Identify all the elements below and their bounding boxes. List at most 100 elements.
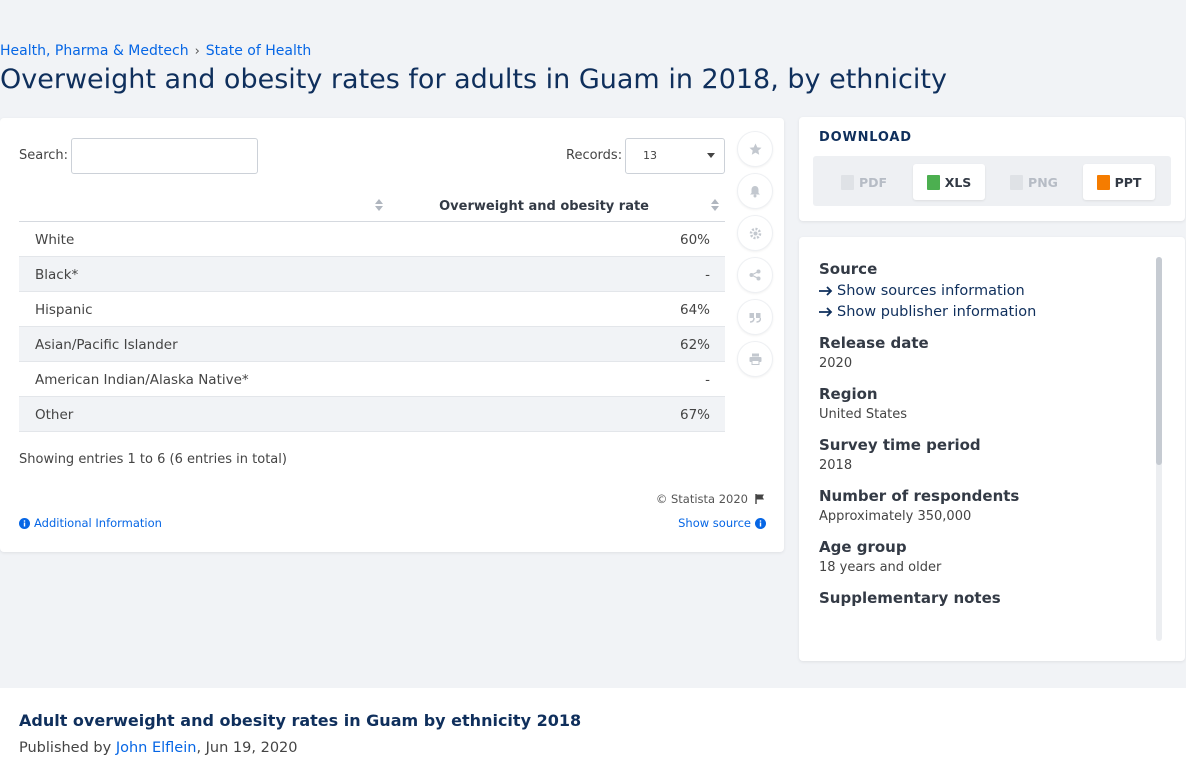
info-icon bbox=[19, 517, 30, 529]
show-sources-link[interactable]: Show sources information bbox=[819, 283, 1149, 299]
top-bar bbox=[0, 0, 1186, 40]
download-title: DOWNLOAD bbox=[819, 130, 912, 145]
respondents-section: Number of respondents Approximately 350,… bbox=[819, 487, 1149, 524]
region-value: United States bbox=[819, 407, 908, 422]
source-section: Source Show sources information Show pub… bbox=[819, 260, 1149, 320]
pdf-file-icon bbox=[840, 174, 854, 190]
table-row: Black* - bbox=[19, 257, 725, 292]
records-value: 13 bbox=[643, 149, 657, 162]
info-scrollbar[interactable] bbox=[1156, 257, 1162, 641]
table-card: Search: Records: 13 Overweight and obesi… bbox=[0, 118, 784, 552]
share-button[interactable] bbox=[737, 257, 773, 293]
region-section: Region United States bbox=[819, 385, 1149, 422]
copyright: © Statista 2020 bbox=[656, 492, 766, 506]
show-source-label: Show source bbox=[678, 516, 751, 530]
show-sources-label: Show sources information bbox=[837, 283, 1025, 299]
table-row: Asian/Pacific Islander 62% bbox=[19, 327, 725, 362]
source-heading: Source bbox=[819, 260, 878, 278]
download-pdf-button[interactable]: PDF bbox=[828, 164, 900, 200]
respondents-heading: Number of respondents bbox=[819, 487, 1020, 505]
row-label: White bbox=[35, 232, 75, 248]
age-group-value: 18 years and older bbox=[819, 560, 942, 575]
records-select[interactable]: 13 bbox=[625, 138, 725, 174]
gear-icon bbox=[749, 227, 761, 239]
flag-icon[interactable] bbox=[754, 493, 766, 505]
row-value: 62% bbox=[679, 337, 710, 353]
png-file-icon bbox=[1010, 174, 1024, 190]
table-row: White 60% bbox=[19, 222, 725, 257]
publication-title: Adult overweight and obesity rates in Gu… bbox=[19, 711, 582, 730]
show-publisher-link[interactable]: Show publisher information bbox=[819, 304, 1149, 320]
region-heading: Region bbox=[819, 385, 878, 403]
bell-icon bbox=[750, 185, 760, 197]
download-png-label: PNG bbox=[1028, 174, 1058, 190]
author-link[interactable]: John Elflein bbox=[115, 740, 197, 756]
ppt-file-icon bbox=[1096, 174, 1110, 190]
records-label: Records: bbox=[566, 148, 623, 163]
row-label: Asian/Pacific Islander bbox=[35, 337, 178, 353]
row-value: - bbox=[705, 372, 710, 388]
published-by: Published by John Elflein, Jun 19, 2020 bbox=[19, 740, 298, 756]
table-info: Showing entries 1 to 6 (6 entries in tot… bbox=[19, 452, 287, 467]
notification-button[interactable] bbox=[737, 173, 773, 209]
respondents-value: Approximately 350,000 bbox=[819, 509, 972, 524]
row-value: - bbox=[705, 267, 710, 283]
favorite-button[interactable] bbox=[737, 131, 773, 167]
row-label: Other bbox=[35, 407, 74, 423]
quote-icon bbox=[749, 312, 761, 323]
show-source-link[interactable]: Show source bbox=[678, 516, 766, 530]
age-group-section: Age group 18 years and older bbox=[819, 538, 1149, 575]
info-icon bbox=[755, 517, 766, 529]
breadcrumb-item-health[interactable]: Health, Pharma & Medtech bbox=[0, 43, 189, 59]
supplementary-heading: Supplementary notes bbox=[819, 589, 1001, 607]
tool-sidebar bbox=[737, 131, 773, 383]
download-png-button[interactable]: PNG bbox=[998, 164, 1070, 200]
download-xls-button[interactable]: XLS bbox=[913, 164, 985, 200]
page-title: Overweight and obesity rates for adults … bbox=[0, 64, 947, 95]
download-card: DOWNLOAD PDF XLS PNG PPT bbox=[799, 117, 1185, 221]
row-value: 67% bbox=[679, 407, 710, 423]
info-scroll-thumb[interactable] bbox=[1156, 257, 1162, 465]
breadcrumb-separator: › bbox=[194, 43, 200, 59]
release-date-section: Release date 2020 bbox=[819, 334, 1149, 371]
row-label: Hispanic bbox=[35, 302, 93, 318]
breadcrumb-item-state-of-health[interactable]: State of Health bbox=[205, 43, 312, 59]
table-row: American Indian/Alaska Native* - bbox=[19, 362, 725, 397]
survey-period-section: Survey time period 2018 bbox=[819, 436, 1149, 473]
table-row: Other 67% bbox=[19, 397, 725, 432]
download-xls-label: XLS bbox=[944, 174, 972, 190]
published-date: , Jun 19, 2020 bbox=[196, 740, 298, 756]
info-card: Source Show sources information Show pub… bbox=[799, 237, 1185, 661]
publication-card: Adult overweight and obesity rates in Gu… bbox=[0, 688, 1186, 760]
table-row: Hispanic 64% bbox=[19, 292, 725, 327]
survey-period-heading: Survey time period bbox=[819, 436, 981, 454]
share-icon bbox=[749, 269, 761, 281]
search-label: Search: bbox=[19, 148, 69, 163]
sort-icon[interactable] bbox=[375, 199, 383, 211]
table-header: Overweight and obesity rate bbox=[19, 188, 725, 222]
supplementary-section: Supplementary notes bbox=[819, 589, 1149, 607]
download-ppt-button[interactable]: PPT bbox=[1083, 164, 1155, 200]
release-date-heading: Release date bbox=[819, 334, 929, 352]
search-input[interactable] bbox=[71, 138, 258, 174]
print-button[interactable] bbox=[737, 341, 773, 377]
survey-period-value: 2018 bbox=[819, 458, 853, 473]
row-label: American Indian/Alaska Native* bbox=[35, 372, 249, 388]
sort-icon[interactable] bbox=[711, 199, 719, 211]
show-publisher-label: Show publisher information bbox=[837, 304, 1037, 320]
arrow-right-icon bbox=[819, 307, 833, 317]
release-date-value: 2020 bbox=[819, 356, 853, 371]
data-table: Overweight and obesity rate White 60% Bl… bbox=[19, 188, 725, 432]
additional-info-link[interactable]: Additional Information bbox=[19, 516, 162, 530]
age-group-heading: Age group bbox=[819, 538, 907, 556]
download-pdf-label: PDF bbox=[858, 174, 888, 190]
copyright-text: © Statista 2020 bbox=[655, 492, 748, 506]
row-value: 64% bbox=[679, 302, 710, 318]
print-icon bbox=[749, 353, 761, 365]
row-value: 60% bbox=[679, 232, 710, 248]
download-ppt-label: PPT bbox=[1114, 174, 1142, 190]
settings-button[interactable] bbox=[737, 215, 773, 251]
cite-button[interactable] bbox=[737, 299, 773, 335]
caret-down-icon bbox=[707, 153, 715, 158]
column-header-rate[interactable]: Overweight and obesity rate bbox=[439, 199, 649, 214]
